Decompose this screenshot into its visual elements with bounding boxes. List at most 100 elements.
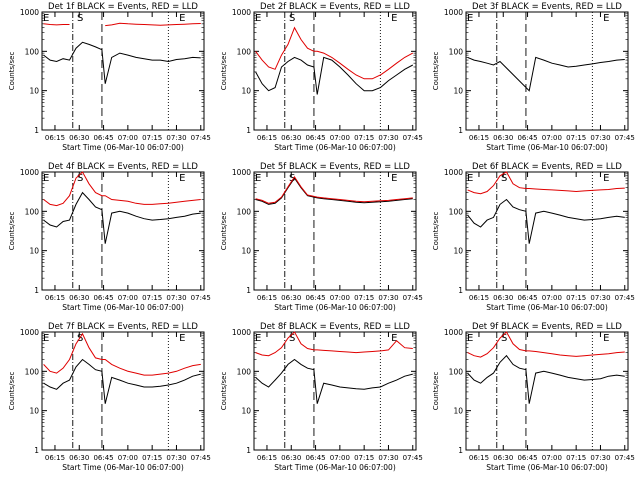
y-tick-label: 100 [449, 367, 464, 376]
y-axis-label: Counts/sec [8, 52, 16, 91]
y-tick-label: 10 [453, 247, 463, 256]
annotation-label: E [467, 333, 473, 344]
x-tick-label: 07:00 [330, 134, 350, 142]
x-tick-label: 06:45 [517, 454, 537, 462]
series-line-events [255, 177, 413, 205]
x-tick-label: 07:45 [615, 294, 635, 302]
x-axis-label: Start Time (06-Mar-10 06:07:00) [274, 463, 396, 472]
chart-title: Det 7f BLACK = Events, RED = LLD [48, 322, 198, 332]
x-tick-label: 06:45 [305, 294, 325, 302]
y-axis-label: Counts/sec [432, 52, 440, 91]
x-tick-label: 07:15 [142, 134, 162, 142]
x-axis-label: Start Time (06-Mar-10 06:07:00) [486, 303, 608, 312]
y-axis-label: Counts/sec [220, 372, 228, 411]
x-tick-label: 06:30 [493, 134, 513, 142]
chart-title: Det 9f BLACK = Events, RED = LLD [472, 322, 622, 332]
x-tick-label: 07:15 [566, 294, 586, 302]
x-axis-label: Start Time (06-Mar-10 06:07:00) [62, 463, 184, 472]
y-tick-label: 10 [29, 407, 39, 416]
x-tick-label: 07:30 [378, 294, 398, 302]
plot-frame [253, 11, 417, 131]
annotation-label: E [603, 173, 609, 184]
x-axis-label: Start Time (06-Mar-10 06:07:00) [274, 143, 396, 152]
y-tick-label: 1 [246, 286, 251, 295]
x-axis-label: Start Time (06-Mar-10 06:07:00) [62, 303, 184, 312]
plot-frame [41, 171, 205, 291]
chart-panel-4: Det 4f BLACK = Events, RED = LLD 1 10 100 10… [8, 162, 211, 312]
y-tick-label: 10 [29, 87, 39, 96]
chart-panel-2: Det 2f BLACK = Events, RED = LLD 1 10 100 10… [220, 2, 423, 152]
series-line-lld [43, 171, 201, 207]
y-tick-label: 10 [453, 407, 463, 416]
plot-frame [465, 331, 629, 451]
chart-title: Det 8f BLACK = Events, RED = LLD [260, 322, 410, 332]
x-tick-label: 06:15 [257, 134, 277, 142]
annotation-label: S [501, 333, 507, 344]
y-tick-label: 100 [25, 367, 40, 376]
annotation-label: S [501, 173, 507, 184]
annotation-label: S [289, 333, 295, 344]
y-tick-label: 1000 [444, 168, 463, 177]
x-tick-label: 06:15 [469, 454, 489, 462]
series-line-lld [467, 331, 625, 358]
x-tick-label: 06:45 [93, 454, 113, 462]
x-tick-label: 06:45 [517, 294, 537, 302]
plot-frame [41, 331, 205, 451]
annotation-label: E [179, 173, 185, 184]
chart-title: Det 5f BLACK = Events, RED = LLD [260, 162, 410, 172]
y-tick-label: 1 [458, 286, 463, 295]
x-tick-label: 07:45 [191, 294, 211, 302]
x-tick-label: 06:45 [93, 294, 113, 302]
annotation-label: E [391, 333, 397, 344]
x-tick-label: 07:30 [590, 454, 610, 462]
x-tick-label: 07:15 [142, 294, 162, 302]
x-tick-label: 07:30 [166, 454, 186, 462]
chart-panel-5: Det 5f BLACK = Events, RED = LLD 1 10 100 10… [220, 162, 423, 312]
series-line-lld [255, 175, 413, 204]
x-tick-label: 07:15 [566, 454, 586, 462]
y-tick-label: 10 [241, 407, 251, 416]
x-axis-label: Start Time (06-Mar-10 06:07:00) [486, 143, 608, 152]
y-tick-label: 10 [453, 87, 463, 96]
annotation-label: E [43, 13, 49, 24]
annotation-label: S [289, 13, 295, 24]
y-tick-label: 1 [458, 446, 463, 455]
x-tick-label: 07:30 [590, 134, 610, 142]
series-line-events [255, 56, 414, 95]
y-tick-label: 1000 [20, 8, 39, 17]
x-tick-label: 07:45 [615, 134, 635, 142]
y-tick-label: 1 [34, 126, 39, 135]
x-tick-label: 06:15 [469, 134, 489, 142]
annotation-label: S [77, 333, 83, 344]
plot-frame [253, 331, 417, 451]
x-tick-label: 07:45 [191, 454, 211, 462]
x-tick-label: 07:30 [378, 454, 398, 462]
plot-frame [253, 171, 417, 291]
annotation-label: E [391, 173, 397, 184]
annotation-label: E [391, 13, 397, 24]
chart-title: Det 4f BLACK = Events, RED = LLD [48, 162, 198, 172]
chart-title: Det 1f BLACK = Events, RED = LLD [48, 2, 198, 12]
chart-panel-6: Det 6f BLACK = Events, RED = LLD 1 10 100 10… [432, 162, 635, 312]
x-tick-label: 07:15 [566, 134, 586, 142]
y-tick-label: 1000 [232, 328, 251, 337]
x-axis-label: Start Time (06-Mar-10 06:07:00) [486, 463, 608, 472]
y-tick-label: 1000 [20, 168, 39, 177]
series-line-events [43, 191, 201, 244]
x-tick-label: 06:15 [469, 294, 489, 302]
series-line-lld [43, 22, 201, 27]
y-axis-label: Counts/sec [432, 212, 440, 251]
chart-title: Det 3f BLACK = Events, RED = LLD [472, 2, 622, 12]
x-tick-label: 06:45 [93, 134, 113, 142]
y-tick-label: 1 [246, 446, 251, 455]
annotation-label: E [255, 333, 261, 344]
x-tick-label: 06:30 [281, 134, 301, 142]
series-line-lld [467, 171, 625, 195]
x-tick-label: 07:00 [542, 294, 562, 302]
y-tick-label: 1000 [232, 168, 251, 177]
x-tick-label: 06:30 [69, 134, 89, 142]
annotation-label: E [255, 13, 261, 24]
x-tick-label: 06:15 [257, 454, 277, 462]
x-tick-label: 07:00 [542, 134, 562, 142]
y-tick-label: 100 [237, 367, 252, 376]
